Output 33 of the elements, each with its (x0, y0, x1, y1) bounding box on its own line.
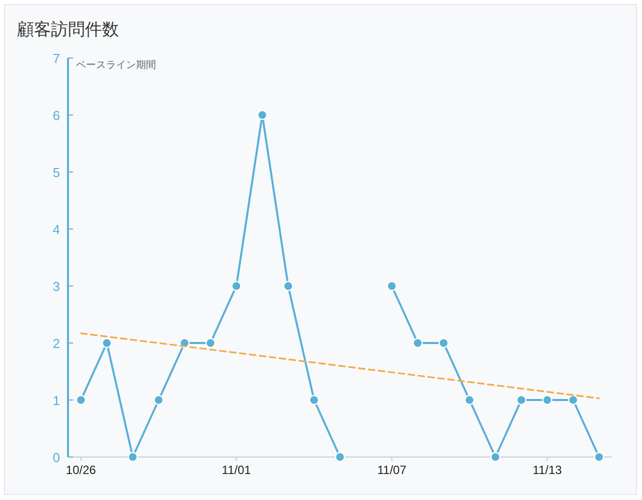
y-tick-label: 0 (52, 450, 60, 465)
point (308, 394, 320, 406)
y-tick-label: 3 (52, 279, 60, 294)
annotation: ベースライン期間 (76, 59, 156, 71)
point (102, 338, 112, 348)
x-tick-label: 11/13 (532, 463, 562, 477)
point (231, 280, 242, 292)
point (594, 452, 604, 462)
point (334, 452, 346, 462)
point (464, 394, 475, 406)
y-tick-label: 2 (52, 336, 60, 351)
y-tick-label: 7 (52, 51, 60, 66)
y-tick-label: 6 (52, 108, 60, 123)
point (205, 338, 216, 348)
point (516, 394, 526, 406)
point (490, 452, 501, 462)
x-tick-label: 11/07 (377, 463, 407, 477)
point (128, 452, 138, 462)
point (257, 110, 268, 120)
y-tick-label: 4 (52, 222, 60, 237)
point (76, 394, 86, 406)
y-tick-label: 5 (52, 165, 60, 180)
point (568, 394, 578, 406)
point (412, 338, 423, 348)
x-tick-label: 11/01 (222, 463, 252, 477)
point (386, 280, 397, 292)
point (154, 394, 164, 406)
point (283, 280, 294, 292)
x-tick-label: 10/26 (66, 463, 96, 477)
point (542, 394, 552, 406)
y-tick-label: 1 (52, 393, 60, 408)
point (438, 338, 449, 348)
chart-title: 顧客訪問件数 (17, 20, 119, 39)
